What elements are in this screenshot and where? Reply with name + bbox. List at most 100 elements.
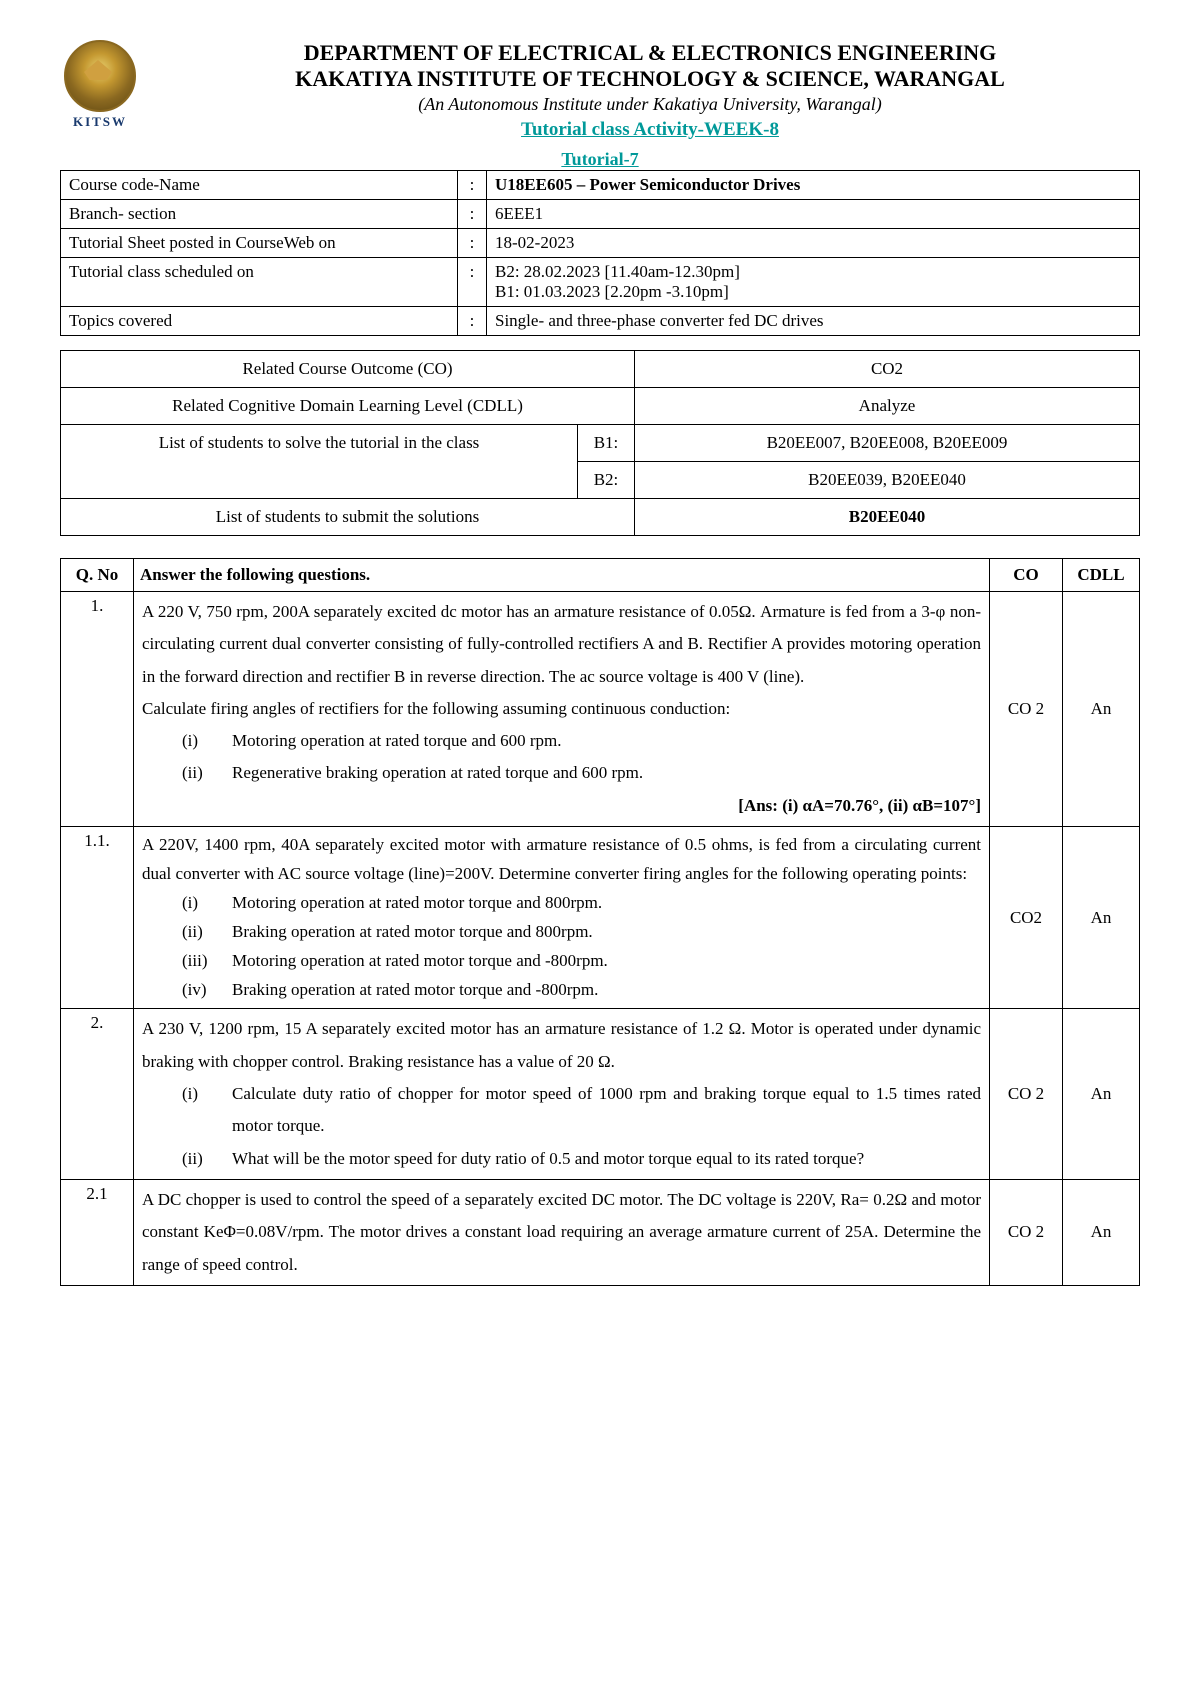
sub-item: (ii)Braking operation at rated motor tor…	[182, 918, 981, 947]
page-header: KITSW DEPARTMENT OF ELECTRICAL & ELECTRO…	[60, 40, 1140, 141]
department-name: DEPARTMENT OF ELECTRICAL & ELECTRONICS E…	[160, 40, 1140, 66]
question-body: A 220 V, 750 rpm, 200A separately excite…	[134, 592, 990, 827]
info-row: Tutorial Sheet posted in CourseWeb on:18…	[61, 229, 1140, 258]
question-row: 1.A 220 V, 750 rpm, 200A separately exci…	[61, 592, 1140, 827]
col-header-co: CO	[990, 559, 1063, 592]
sub-item: (i)Motoring operation at rated motor tor…	[182, 889, 981, 918]
info-value: 18-02-2023	[487, 229, 1140, 258]
info-row: Topics covered:Single- and three-phase c…	[61, 307, 1140, 336]
batch-b2-label: B2:	[578, 462, 635, 499]
question-para: A 230 V, 1200 rpm, 15 A separately excit…	[142, 1013, 981, 1078]
students-submit-label: List of students to submit the solutions	[61, 499, 635, 536]
answer-line: [Ans: (i) αA=70.76°, (ii) αB=107°]	[142, 790, 981, 822]
students-solve-label: List of students to solve the tutorial i…	[61, 425, 578, 499]
info-label: Course code-Name	[61, 171, 458, 200]
sub-item-text: What will be the motor speed for duty ra…	[232, 1143, 981, 1175]
co-label: Related Course Outcome (CO)	[61, 351, 635, 388]
sub-item-text: Regenerative braking operation at rated …	[232, 757, 981, 789]
batch-b1-label: B1:	[578, 425, 635, 462]
question-number: 2.	[61, 1009, 134, 1179]
sub-item-number: (ii)	[182, 757, 232, 789]
question-co: CO 2	[990, 1179, 1063, 1285]
info-value: Single- and three-phase converter fed DC…	[487, 307, 1140, 336]
sub-item: (i)Calculate duty ratio of chopper for m…	[182, 1078, 981, 1143]
colon: :	[458, 307, 487, 336]
question-body: A DC chopper is used to control the spee…	[134, 1179, 990, 1285]
question-co: CO 2	[990, 592, 1063, 827]
sub-item: (iv)Braking operation at rated motor tor…	[182, 976, 981, 1005]
info-label: Topics covered	[61, 307, 458, 336]
title-block: DEPARTMENT OF ELECTRICAL & ELECTRONICS E…	[160, 40, 1140, 141]
question-co: CO2	[990, 827, 1063, 1009]
info-row: Branch- section:6EEE1	[61, 200, 1140, 229]
institute-logo: KITSW	[60, 40, 140, 130]
question-body: A 220V, 1400 rpm, 40A separately excited…	[134, 827, 990, 1009]
question-cdll: An	[1063, 1179, 1140, 1285]
institute-name: KAKATIYA INSTITUTE OF TECHNOLOGY & SCIEN…	[160, 66, 1140, 92]
question-number: 1.1.	[61, 827, 134, 1009]
batch-b1-students: B20EE007, B20EE008, B20EE009	[635, 425, 1140, 462]
col-header-cdll: CDLL	[1063, 559, 1140, 592]
cdll-label: Related Cognitive Domain Learning Level …	[61, 388, 635, 425]
co-value: CO2	[635, 351, 1140, 388]
sub-item: (iii)Motoring operation at rated motor t…	[182, 947, 981, 976]
sub-item-text: Braking operation at rated motor torque …	[232, 918, 981, 947]
colon: :	[458, 229, 487, 258]
students-submit-value: B20EE040	[635, 499, 1140, 536]
sub-item-number: (i)	[182, 1078, 232, 1143]
tutorial-number: Tutorial-7	[60, 149, 1140, 170]
question-para: A DC chopper is used to control the spee…	[142, 1184, 981, 1281]
question-co: CO 2	[990, 1009, 1063, 1179]
sub-item-list: (i)Motoring operation at rated motor tor…	[142, 889, 981, 1005]
question-cdll: An	[1063, 1009, 1140, 1179]
sub-item-text: Motoring operation at rated torque and 6…	[232, 725, 981, 757]
question-para: A 220V, 1400 rpm, 40A separately excited…	[142, 831, 981, 889]
sub-item-list: (i)Motoring operation at rated torque an…	[142, 725, 981, 790]
logo-text: KITSW	[73, 114, 127, 130]
info-row: Course code-Name:U18EE605 – Power Semico…	[61, 171, 1140, 200]
info-value: 6EEE1	[487, 200, 1140, 229]
sub-item: (i)Motoring operation at rated torque an…	[182, 725, 981, 757]
batch-b2-students: B20EE039, B20EE040	[635, 462, 1140, 499]
info-value: U18EE605 – Power Semiconductor Drives	[487, 171, 1140, 200]
sub-item: (ii)What will be the motor speed for dut…	[182, 1143, 981, 1175]
question-cdll: An	[1063, 592, 1140, 827]
sub-item-number: (i)	[182, 725, 232, 757]
sub-item-text: Motoring operation at rated motor torque…	[232, 947, 981, 976]
colon: :	[458, 258, 487, 307]
sub-item-text: Motoring operation at rated motor torque…	[232, 889, 981, 918]
logo-emblem	[64, 40, 136, 112]
question-para: Calculate firing angles of rectifiers fo…	[142, 693, 981, 725]
col-header-qno: Q. No	[61, 559, 134, 592]
sub-item-text: Calculate duty ratio of chopper for moto…	[232, 1078, 981, 1143]
course-info-table: Course code-Name:U18EE605 – Power Semico…	[60, 170, 1140, 336]
info-label: Branch- section	[61, 200, 458, 229]
question-para: A 220 V, 750 rpm, 200A separately excite…	[142, 596, 981, 693]
autonomous-line: (An Autonomous Institute under Kakatiya …	[160, 94, 1140, 115]
info-label: Tutorial class scheduled on	[61, 258, 458, 307]
activity-title: Tutorial class Activity-WEEK-8	[160, 119, 1140, 141]
col-header-question: Answer the following questions.	[134, 559, 990, 592]
question-row: 2.1A DC chopper is used to control the s…	[61, 1179, 1140, 1285]
sub-item-list: (i)Calculate duty ratio of chopper for m…	[142, 1078, 981, 1175]
question-number: 2.1	[61, 1179, 134, 1285]
question-body: A 230 V, 1200 rpm, 15 A separately excit…	[134, 1009, 990, 1179]
sub-item-number: (iii)	[182, 947, 232, 976]
sub-item: (ii)Regenerative braking operation at ra…	[182, 757, 981, 789]
colon: :	[458, 200, 487, 229]
info-row: Tutorial class scheduled on:B2: 28.02.20…	[61, 258, 1140, 307]
sub-item-number: (ii)	[182, 1143, 232, 1175]
co-mapping-table: Related Course Outcome (CO) CO2 Related …	[60, 350, 1140, 536]
colon: :	[458, 171, 487, 200]
info-label: Tutorial Sheet posted in CourseWeb on	[61, 229, 458, 258]
question-number: 1.	[61, 592, 134, 827]
question-cdll: An	[1063, 827, 1140, 1009]
questions-table: Q. No Answer the following questions. CO…	[60, 558, 1140, 1286]
cdll-value: Analyze	[635, 388, 1140, 425]
sub-item-number: (iv)	[182, 976, 232, 1005]
info-value: B2: 28.02.2023 [11.40am-12.30pm] B1: 01.…	[487, 258, 1140, 307]
question-row: 2.A 230 V, 1200 rpm, 15 A separately exc…	[61, 1009, 1140, 1179]
sub-item-number: (i)	[182, 889, 232, 918]
question-row: 1.1.A 220V, 1400 rpm, 40A separately exc…	[61, 827, 1140, 1009]
sub-item-text: Braking operation at rated motor torque …	[232, 976, 981, 1005]
